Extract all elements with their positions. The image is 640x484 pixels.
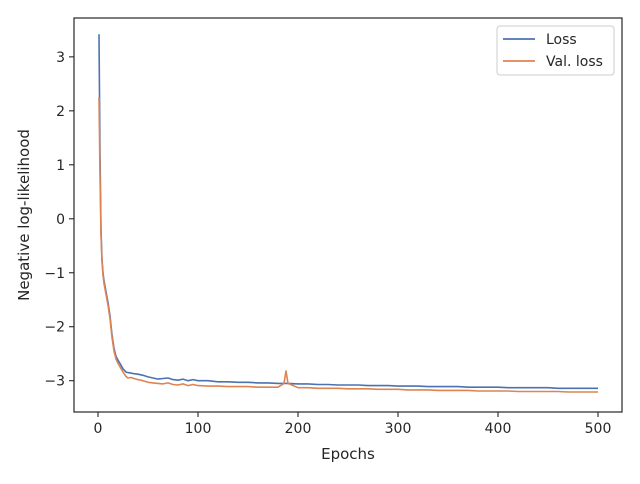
plot-frame	[73, 17, 623, 413]
x-tick-label: 0	[94, 421, 103, 437]
series-line-loss	[98, 34, 598, 390]
series-line-val-loss	[98, 97, 598, 393]
x-tick-label: 300	[385, 421, 412, 437]
plot-lines	[98, 34, 598, 393]
y-tick-label: 1	[56, 158, 65, 174]
y-tick-label: −1	[44, 266, 65, 282]
x-axis-ticks: 0 100 200 300 400 500	[94, 412, 612, 437]
x-tick-label: 200	[285, 421, 312, 437]
y-axis-label: Negative log-likelihood	[15, 129, 33, 301]
y-tick-label: −2	[44, 320, 65, 336]
y-tick-label: 2	[56, 104, 65, 120]
legend-label-val-loss: Val. loss	[546, 54, 603, 70]
x-tick-label: 400	[485, 421, 512, 437]
x-tick-label: 500	[585, 421, 612, 437]
y-axis-ticks: 3 2 1 0 −1 −2 −3	[44, 50, 74, 390]
x-tick-label: 100	[185, 421, 212, 437]
y-tick-label: −3	[44, 374, 65, 390]
legend-label-loss: Loss	[546, 32, 577, 48]
legend: Loss Val. loss	[496, 25, 615, 76]
x-axis-label: Epochs	[321, 445, 375, 463]
y-tick-label: 3	[56, 50, 65, 66]
y-tick-label: 0	[56, 212, 65, 228]
